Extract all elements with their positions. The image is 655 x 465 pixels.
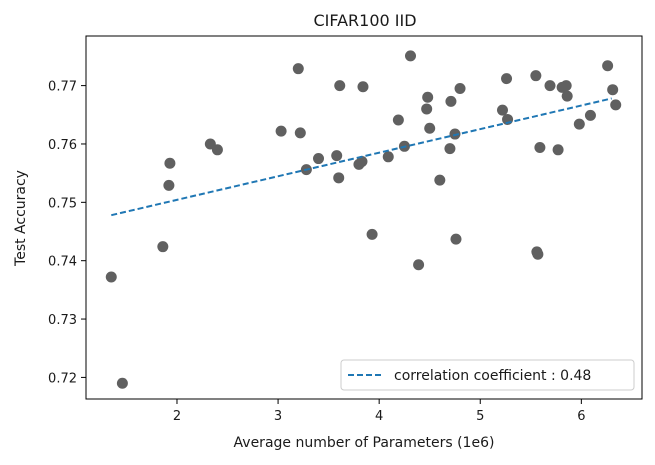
x-tick-label: 5 [476,409,484,424]
scatter-point [496,104,508,116]
scatter-point [331,150,343,162]
scatter-point [561,90,573,102]
points-layer [105,50,622,389]
y-axis-title: Test Accuracy [13,170,29,267]
x-tick-label: 6 [577,409,585,424]
scatter-point [292,63,304,75]
scatter-point [610,99,622,111]
scatter-point [534,141,546,153]
scatter-point [333,172,345,184]
scatter-point [157,241,169,253]
scatter-point [434,174,446,186]
legend: correlation coefficient : 0.48 [340,359,635,391]
scatter-point [357,81,369,93]
y-tick-label: 0.72 [48,371,77,386]
scatter-point [573,118,585,130]
scatter-point [413,259,425,271]
scatter-point [422,91,434,103]
scatter-point [405,50,416,62]
plot-frame [85,35,643,400]
y-tick-label: 0.77 [48,80,77,95]
x-tick-label: 4 [375,409,383,424]
y-tick-label: 0.76 [48,138,77,153]
y-tick-label: 0.74 [48,255,77,270]
x-tick-label: 2 [173,409,181,424]
legend-label-trend: correlation coefficient : 0.48 [394,368,591,384]
scatter-point [602,60,614,72]
scatter-point [444,143,456,155]
y-tick-label: 0.75 [48,196,77,211]
x-axis-title: Average number of Parameters (1e6) [234,435,495,451]
scatter-point [421,103,433,115]
y-tick-label: 0.73 [48,313,77,328]
scatter-point [356,155,368,167]
scatter-point [334,80,346,92]
trend-line [111,97,612,217]
scatter-point [313,153,325,165]
scatter-point [116,377,128,389]
scatter-point [382,151,394,163]
scatter-point [275,125,287,137]
scatter-point [454,83,466,95]
scatter-point [445,95,457,107]
scatter-point [544,80,556,92]
x-tick-label: 3 [274,409,282,424]
scatter-point [392,114,404,126]
scatter-point [424,122,436,134]
scatter-point [501,73,513,85]
chart-title: CIFAR100 IID [313,11,416,30]
scatter-point [105,271,117,283]
legend-box [340,359,635,391]
scatter-point [607,84,619,96]
scatter-point [366,228,378,240]
scatter-point [552,144,564,156]
scatter-point [560,80,572,92]
scatter-point [294,127,306,139]
y-axis: 0.72 0.73 0.74 0.75 0.76 0.77 [48,80,86,386]
scatter-point [163,179,175,191]
scatter-point [450,233,462,245]
scatter-point [211,144,223,156]
scatter-point [532,248,544,260]
x-axis: 2 3 4 5 6 [173,399,585,424]
trend-layer [111,97,612,217]
scatter-point [530,70,542,82]
scatter-point [164,157,176,169]
scatter-point [584,109,596,121]
